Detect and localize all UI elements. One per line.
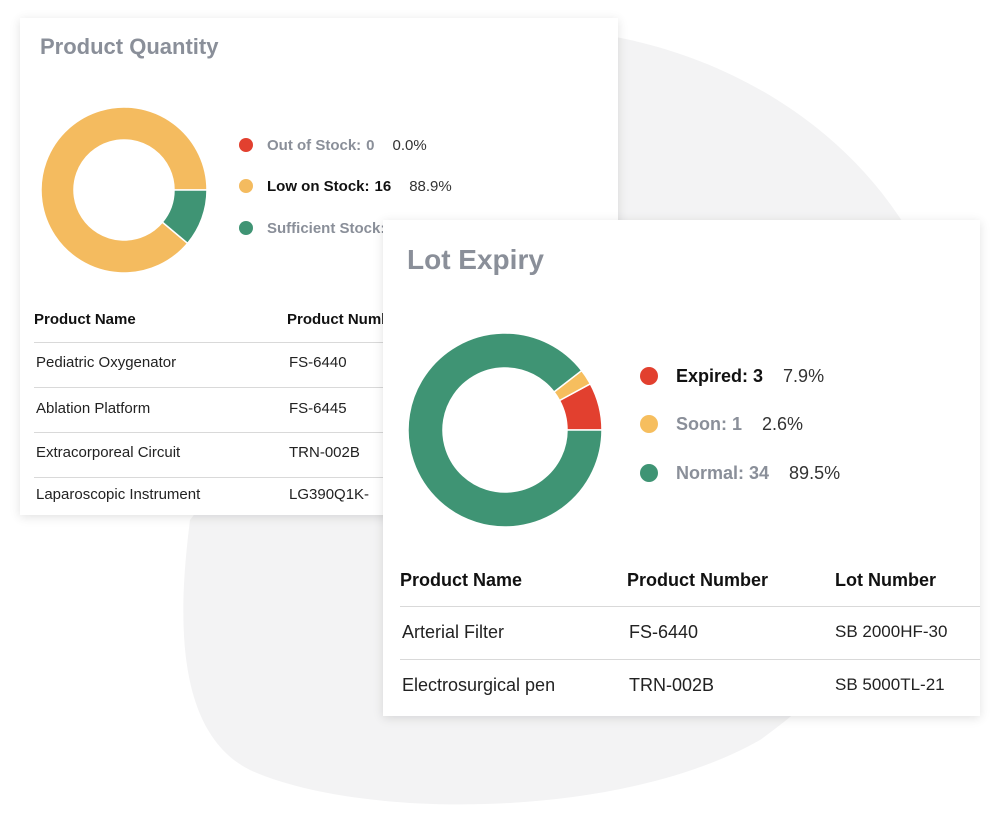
- legend-marker: [640, 464, 658, 482]
- table-cell: Laparoscopic Instrument: [36, 485, 201, 503]
- card-title: Product Quantity: [40, 34, 219, 59]
- legend-label: Normal:: [676, 463, 745, 483]
- legend-percent: 89.5%: [789, 463, 841, 483]
- table-rule: [34, 387, 618, 388]
- legend-count: 0: [366, 136, 375, 154]
- legend-count: 1: [732, 414, 743, 434]
- legend-percent: 2.6%: [762, 414, 804, 434]
- donut-slice: [40, 106, 208, 274]
- legend-label: Low on Stock:: [267, 177, 370, 195]
- table-rule: [34, 477, 618, 478]
- table-rule: [34, 432, 618, 433]
- table-cell: FS-6440: [289, 353, 347, 371]
- table-cell: Pediatric Oxygenator: [36, 353, 177, 371]
- table-header: Product Name: [400, 570, 523, 590]
- legend-percent: 88.9%: [409, 177, 452, 195]
- lot-expiry-card: Lot Expiry Expired: 3 7.9% Soon: 1 2.6% Normal…: [383, 220, 980, 716]
- legend-item: Soon: 1 2.6%: [640, 413, 803, 435]
- legend-percent: 7.9%: [783, 366, 825, 386]
- donut-chart: [40, 106, 208, 274]
- table-cell: Extracorporeal Circuit: [36, 443, 181, 461]
- table-header: Lot Number: [835, 570, 936, 590]
- legend-marker: [239, 221, 253, 235]
- legend-marker: [640, 367, 658, 385]
- legend-count: 3: [753, 366, 764, 386]
- table-rule: [34, 342, 618, 343]
- table-cell: Ablation Platform: [36, 399, 151, 417]
- legend-label: Soon:: [676, 414, 727, 434]
- table-cell: Electrosurgical pen: [402, 675, 556, 695]
- donut-slice: [161, 189, 208, 245]
- legend-item: Expired: 3 7.9%: [640, 365, 824, 387]
- table-header: Product Number: [627, 570, 769, 590]
- legend-label: Expired:: [676, 366, 749, 386]
- table-cell: TRN-002B: [629, 675, 715, 695]
- legend-marker: [640, 415, 658, 433]
- legend-count: 16: [374, 177, 392, 195]
- donut-slice: [407, 332, 603, 528]
- legend-item: Normal: 34 89.5%: [640, 462, 840, 484]
- legend-marker: [239, 179, 253, 193]
- donut-chart: [407, 332, 603, 528]
- legend-percent: 0.0%: [392, 136, 427, 154]
- legend-label: Out of Stock:: [267, 136, 362, 154]
- table-cell: SB 5000TL-21: [835, 675, 945, 694]
- legend-count: 34: [749, 463, 770, 483]
- table-cell: FS-6445: [289, 399, 347, 417]
- table-cell: FS-6440: [629, 622, 699, 642]
- table-cell: Arterial Filter: [402, 622, 505, 642]
- legend-item: Low on Stock: 16 88.9%: [239, 177, 452, 196]
- legend-marker: [239, 138, 253, 152]
- table-cell: SB 2000HF-30: [835, 622, 948, 641]
- table-rule: [400, 606, 980, 607]
- table-header: Product Number: [287, 310, 405, 328]
- table-cell: TRN-002B: [289, 443, 360, 461]
- table-cell: LG390Q1K-: [289, 485, 370, 503]
- table-rule: [400, 659, 980, 660]
- legend-item: Out of Stock: 0 0.0%: [239, 136, 427, 155]
- card-title: Lot Expiry: [407, 244, 544, 275]
- table-header: Product Name: [34, 310, 136, 328]
- legend-label: Sufficient Stock:: [267, 219, 386, 237]
